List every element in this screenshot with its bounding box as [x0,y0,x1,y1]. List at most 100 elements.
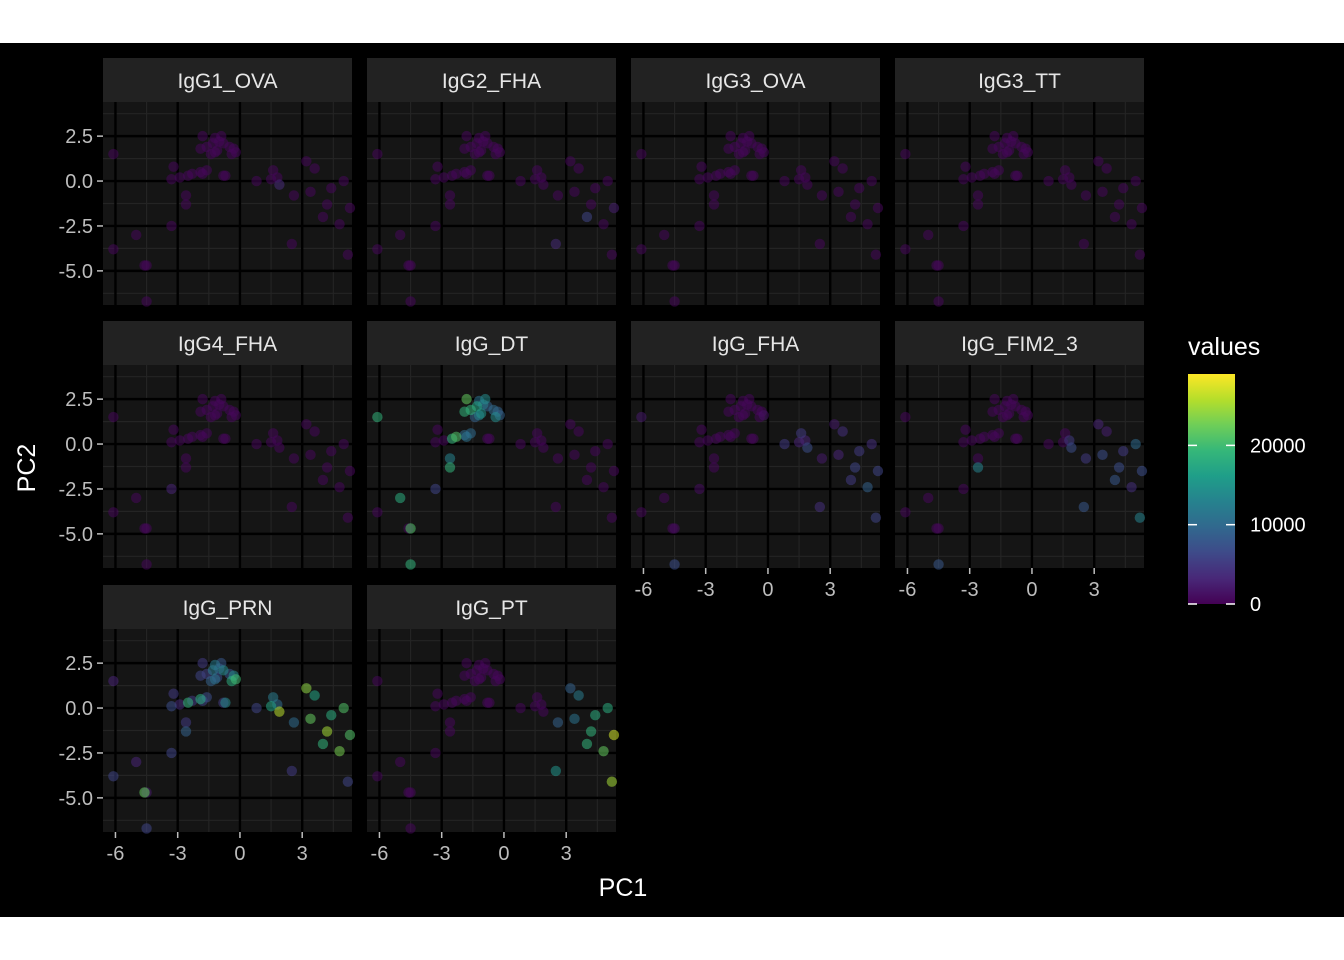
data-point [958,437,969,448]
data-point [251,702,262,714]
data-point [465,165,476,176]
data-point [708,190,720,201]
data-point [1012,170,1023,181]
figure-panel: IgG1_OVA 2.5 0.0 -2.5 -5.0 IgG2_FHA IgG3_OVA Ig… [0,43,1344,917]
data-point [795,428,807,439]
data-point [515,175,526,187]
data-point [816,453,828,464]
data-point [602,702,613,714]
data-point [585,726,597,737]
data-point [581,738,593,750]
data-point [166,437,177,448]
data-point [141,823,152,834]
data-point [451,431,462,443]
data-point [211,145,223,156]
data-point [432,161,443,172]
data-point [862,481,873,493]
facet-strip [367,321,616,365]
data-point [1078,238,1090,250]
data-point [166,483,177,495]
data-point [979,431,990,443]
data-point [872,465,884,477]
facet-panel-IgG_PRN: IgG_PRN 2.5 0.0 -2.5 -5.0 -6 -3 0 3 [59,585,356,865]
data-point [837,163,848,174]
data-point [461,431,472,443]
data-point [900,507,911,518]
data-point [461,130,472,142]
data-point [933,559,944,570]
data-point [395,229,406,241]
data-point [872,202,884,214]
data-point [274,179,285,190]
data-point [1134,249,1146,260]
data-point [309,690,320,701]
data-point [598,218,609,230]
data-point [432,688,443,699]
data-point [966,172,977,183]
data-point [725,393,736,405]
data-point [608,465,620,477]
data-point [552,453,564,464]
data-point [480,393,491,405]
data-point [309,426,320,437]
data-point [696,161,707,172]
data-point [131,756,142,768]
data-point [197,130,208,142]
data-point [758,410,769,421]
x-tick-label: 0 [234,843,245,865]
data-point [933,260,944,271]
x-tick-label: -3 [433,843,451,865]
data-point [405,260,416,271]
data-point [1066,179,1077,190]
facet-strip [631,321,880,365]
data-point [958,220,969,232]
data-point [702,172,713,183]
data-point [833,186,844,198]
data-point [251,175,262,187]
data-point [168,688,179,699]
data-point [230,147,241,158]
data-point [405,823,416,834]
data-point [405,559,416,570]
y-axis-title: PC2 [13,444,41,493]
data-point [972,453,984,464]
data-point [209,674,221,685]
x-tick-label: 3 [825,579,836,601]
data-point [829,156,840,167]
data-point [972,462,984,473]
data-point [870,512,882,523]
data-point [538,442,549,453]
data-point [669,260,680,271]
data-point [344,202,356,214]
data-point [372,675,383,687]
data-point [251,438,262,450]
data-point [338,702,349,714]
y-tick-label: 0.0 [65,434,93,456]
data-point [197,657,208,669]
data-point [829,419,840,430]
y-tick-label: -5.0 [59,788,93,810]
data-point [444,199,456,210]
data-point [569,186,580,198]
data-point [933,523,944,534]
data-point [395,492,406,504]
data-point [636,244,647,255]
data-point [708,199,720,210]
y-tick-label: -2.5 [59,479,93,501]
data-point [444,726,456,737]
data-point [344,729,356,741]
data-point [220,697,231,708]
data-point [168,424,179,435]
data-point [602,438,613,450]
data-point [1113,199,1125,210]
data-point [1080,453,1092,464]
data-point [141,523,152,534]
data-point [993,165,1004,176]
data-point [1136,465,1148,477]
data-point [636,411,647,423]
data-point [552,190,564,201]
data-point [465,404,476,416]
data-point [694,220,705,232]
data-point [854,446,865,457]
data-point [326,446,337,457]
